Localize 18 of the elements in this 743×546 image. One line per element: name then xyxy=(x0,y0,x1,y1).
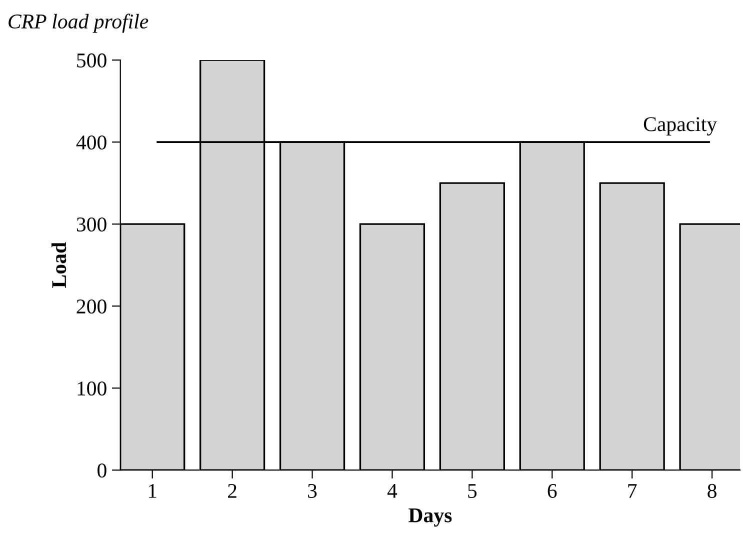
x-tick-label: 7 xyxy=(628,484,637,498)
y-tick-label: 300 xyxy=(76,217,106,232)
y-tick-label: 400 xyxy=(76,135,106,150)
x-tick-label: 6 xyxy=(548,484,557,498)
y-tick-label: 100 xyxy=(78,381,106,396)
x-tick-label: 4 xyxy=(387,484,398,498)
chart-title: CRP load profile xyxy=(8,14,148,33)
y-tick-label: 500 xyxy=(77,53,106,68)
x-tick-label: 3 xyxy=(308,484,317,498)
x-axis-title: Days xyxy=(408,508,452,527)
x-tick-label: 5 xyxy=(468,484,477,498)
y-tick-label: 0 xyxy=(98,463,106,478)
ref-line-label: Capacity xyxy=(644,117,717,136)
x-tick-label: 8 xyxy=(708,484,716,498)
y-axis-title: Load xyxy=(51,242,66,288)
x-tick-label: 1 xyxy=(148,484,156,498)
y-tick-label: 200 xyxy=(76,299,106,314)
x-tick-label: 2 xyxy=(228,484,236,498)
